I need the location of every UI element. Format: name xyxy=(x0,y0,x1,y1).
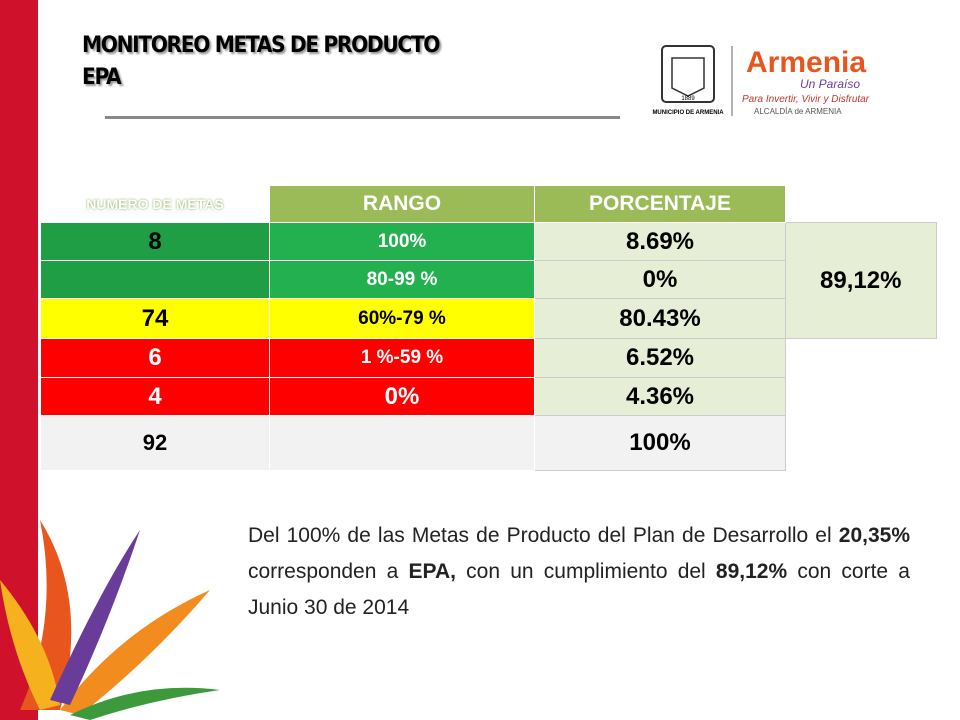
header-cell: RANGO xyxy=(269,185,535,223)
petal xyxy=(20,520,72,710)
paragraph-text: con un cumplimiento del xyxy=(455,560,716,583)
shield xyxy=(661,45,715,103)
flower-decoration xyxy=(0,520,220,720)
table-row: 80-99 % 0% xyxy=(40,260,937,299)
title-rule xyxy=(105,116,620,119)
table-cell: 92 xyxy=(40,415,270,471)
paragraph-text: corresponden a xyxy=(248,560,409,583)
table-cell xyxy=(40,260,270,299)
table-cell: 74 xyxy=(40,298,270,339)
blank-cell xyxy=(786,378,937,416)
leaf xyxy=(70,687,220,720)
table-row: 92 100% xyxy=(40,415,937,471)
table-row: 4 0% 4.36% xyxy=(40,377,937,416)
table-cell: 0% xyxy=(269,377,535,416)
petal xyxy=(60,590,210,715)
table-cell: 6.52% xyxy=(534,338,786,378)
paragraph-text: 89,12% xyxy=(715,560,788,583)
logo-year: 1889 xyxy=(681,96,695,102)
title-line: EPA xyxy=(82,65,122,90)
table-cell: 100% xyxy=(269,222,535,261)
paragraph-text: 20,35% xyxy=(838,524,910,547)
title-line: MONITOREO METAS DE PRODUCTO xyxy=(82,33,441,58)
logo: 1889 MUNICIPIO DE ARMENIA Armenia Un Par… xyxy=(652,45,870,116)
table-cell: 80.43% xyxy=(534,298,786,339)
header-cell: NUMERO DE METAS xyxy=(40,185,270,223)
shield-inner xyxy=(671,57,705,97)
blank-cell xyxy=(786,339,937,378)
total-cell: 89,12% xyxy=(785,222,937,339)
logo-municipio: MUNICIPIO DE ARMENIA xyxy=(652,110,724,116)
petal xyxy=(0,580,60,710)
table-cell: 1 %-59 % xyxy=(269,338,535,378)
summary-paragraph: Del 100% de las Metas de Producto del Pl… xyxy=(248,518,910,626)
table-cell: 0% xyxy=(534,260,786,299)
table-cell: 60%-79 % xyxy=(269,298,535,339)
table-cell: 6 xyxy=(40,338,270,378)
logo-slogan: Un Paraíso xyxy=(800,77,860,91)
table-cell: 8 xyxy=(40,222,270,261)
logo-city: Armenia xyxy=(746,46,866,79)
paragraph-text: con corte a Junio 30 de 2014 xyxy=(248,560,910,619)
paragraph-text: EPA, xyxy=(408,560,456,583)
table-row: 8 100% 8.69% 89,12% xyxy=(40,222,937,339)
logo-office: ALCALDÍA de ARMENIA xyxy=(754,107,842,116)
title: MONITOREO METAS DE PRODUCTO EPA xyxy=(82,30,441,94)
logo-tagline: Para Invertir, Vivir y Disfrutar xyxy=(742,94,870,105)
table-row: 74 60%-79 % 80.43% xyxy=(40,298,937,339)
petal xyxy=(50,530,140,705)
header-cell: PORCENTAJE xyxy=(534,185,786,223)
table-cell xyxy=(269,415,535,471)
table-cell: 80-99 % xyxy=(269,260,535,299)
table-cell: 100% xyxy=(534,415,786,471)
table-cell: 8.69% xyxy=(534,222,786,261)
paragraph-text: Del 100% de las Metas de Producto del Pl… xyxy=(248,524,839,547)
blank-cell xyxy=(786,186,937,223)
results-table: NUMERO DE METAS RANGO PORCENTAJE 8 100% 8.69%… xyxy=(40,185,937,471)
table-cell: 4 xyxy=(40,377,270,416)
table-cell: 4.36% xyxy=(534,377,786,416)
blank-cell xyxy=(786,416,937,471)
header-row: NUMERO DE METAS RANGO PORCENTAJE xyxy=(40,185,937,223)
